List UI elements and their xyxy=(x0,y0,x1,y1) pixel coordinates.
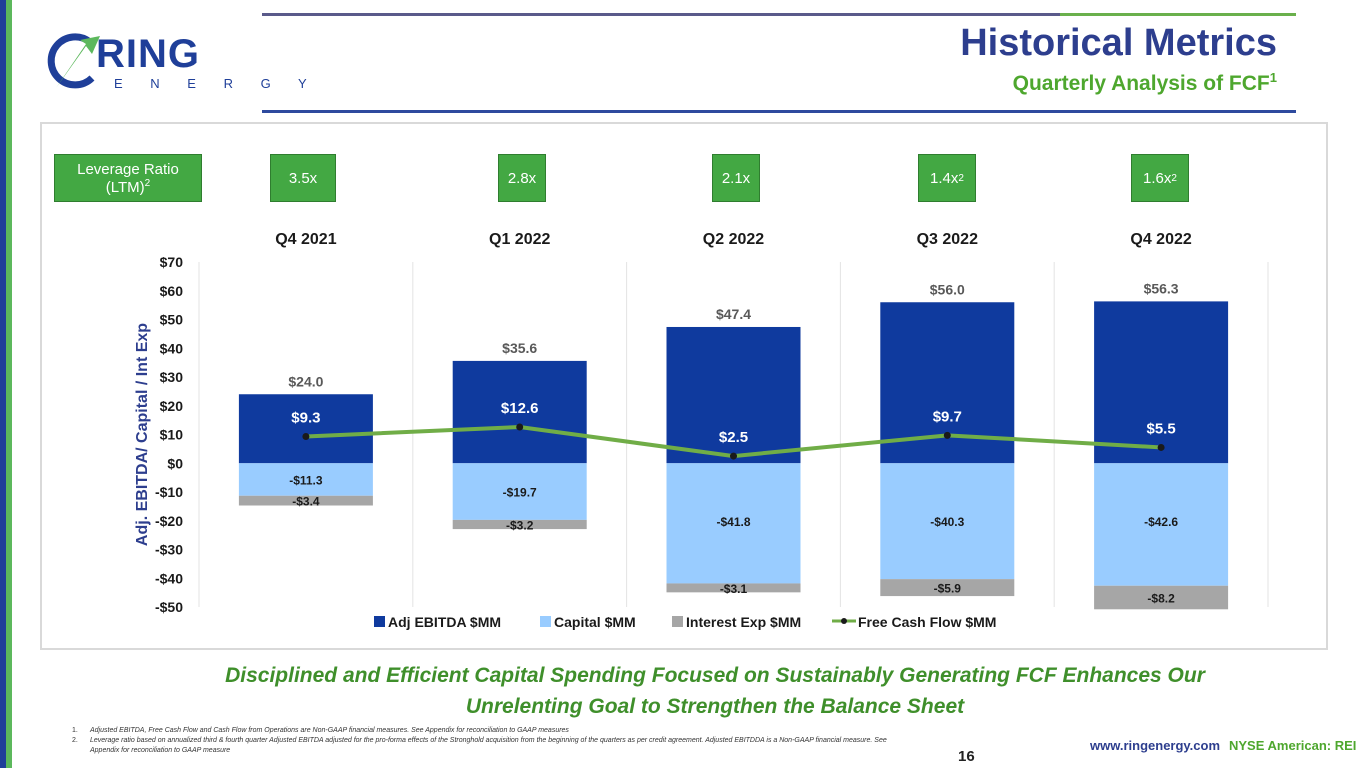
data-label-capital: -$42.6 xyxy=(1144,515,1178,529)
data-label-adj-ebitda: $47.4 xyxy=(716,306,751,322)
leverage-value-q4-2021: 3.5x xyxy=(270,154,336,202)
category-label: Q1 2022 xyxy=(489,231,550,248)
bar-capital xyxy=(666,463,801,584)
y-tick-label: $0 xyxy=(167,455,183,471)
data-label-capital: -$11.3 xyxy=(289,473,323,487)
bar-interest-exp xyxy=(452,519,587,530)
data-label-capital: -$41.8 xyxy=(716,515,750,529)
data-label-capital: -$19.7 xyxy=(503,485,537,499)
leverage-value-q1-2022: 2.8x xyxy=(498,154,546,202)
footnote-2: 2. Leverage ratio based on annualized thi… xyxy=(72,737,887,754)
bar-adj-ebitda xyxy=(452,360,587,464)
fcf-stacked-bar-chart: $70 $60 $50 $40 $30 $20 $10 $0 -$10 -$20 -$30 -$40 -… xyxy=(134,231,1269,630)
data-label-adj-ebitda: $56.0 xyxy=(930,281,965,297)
bar-interest-exp xyxy=(880,579,1015,597)
bar-capital xyxy=(238,463,373,496)
legend-label: Adj EBITDA $MM xyxy=(388,614,501,630)
y-tick-label: -$40 xyxy=(155,570,183,586)
point-free-cash-flow xyxy=(1157,443,1165,451)
website-link[interactable]: www.ringenergy.com xyxy=(1090,738,1221,753)
category-label: Q4 2022 xyxy=(1130,231,1191,248)
category-label: Q4 2021 xyxy=(275,231,336,248)
point-free-cash-flow xyxy=(943,431,951,439)
legend-label: Interest Exp $MM xyxy=(686,614,801,630)
legend-label: Capital $MM xyxy=(554,614,636,630)
category-label: Q2 2022 xyxy=(703,231,764,248)
y-tick-label: $20 xyxy=(160,398,184,414)
data-label-adj-ebitda: $24.0 xyxy=(288,373,323,389)
bar-capital xyxy=(880,463,1015,580)
bar-interest-exp xyxy=(238,495,373,506)
leverage-ratio-label: Leverage Ratio (LTM)2 xyxy=(54,154,202,202)
legend-swatch xyxy=(540,616,551,627)
y-tick-label: -$20 xyxy=(155,513,183,529)
page-subtitle: Quarterly Analysis of FCF1 xyxy=(1012,70,1277,95)
y-tick-label: $10 xyxy=(160,427,184,443)
bar-adj-ebitda xyxy=(238,394,373,464)
legend-swatch xyxy=(672,616,683,627)
y-tick-label: $50 xyxy=(160,312,184,328)
data-label-interest-exp: -$3.1 xyxy=(720,582,748,596)
footnotes: 1. Adjusted EBITDA, Free Cash Flow and Ca… xyxy=(72,726,892,756)
y-tick-label: $40 xyxy=(160,340,184,356)
category-label: Q3 2022 xyxy=(917,231,978,248)
bar-adj-ebitda xyxy=(666,326,801,464)
y-axis-label: Adj. EBITDA/ Capital / Int Exp xyxy=(134,323,151,546)
key-message: Disciplined and Efficient Capital Spendi… xyxy=(225,664,1205,718)
leverage-value-q3-2022: 1.4x 2 xyxy=(918,154,976,202)
bar-adj-ebitda xyxy=(1094,301,1229,464)
data-label-free-cash-flow: $9.3 xyxy=(291,410,320,427)
data-label-free-cash-flow: $12.6 xyxy=(501,400,539,417)
y-tick-label: -$30 xyxy=(155,542,183,558)
data-label-interest-exp: -$3.2 xyxy=(506,518,534,532)
bar-capital xyxy=(1094,463,1229,586)
y-tick-label: $60 xyxy=(160,283,184,299)
bar-capital xyxy=(452,463,587,520)
leverage-value-q2-2022: 2.1x xyxy=(712,154,760,202)
footnote-1: 1. Adjusted EBITDA, Free Cash Flow and Ca… xyxy=(72,727,569,734)
bar-interest-exp xyxy=(666,583,801,593)
point-free-cash-flow xyxy=(516,423,524,431)
exchange-ticker: NYSE American: REI xyxy=(1229,738,1357,753)
header-rule-top xyxy=(262,13,1296,16)
data-label-adj-ebitda: $56.3 xyxy=(1144,280,1179,296)
left-accent-bar-green xyxy=(6,0,12,768)
header-rule-top-green xyxy=(1060,13,1296,16)
left-accent-bar-blue xyxy=(0,0,6,768)
logo-wordmark: RING xyxy=(96,32,200,76)
legend-swatch xyxy=(374,616,385,627)
data-label-adj-ebitda: $35.6 xyxy=(502,340,537,356)
data-label-interest-exp: -$3.4 xyxy=(292,495,320,509)
bar-interest-exp xyxy=(1094,585,1229,610)
data-label-free-cash-flow: $2.5 xyxy=(719,429,748,446)
data-label-free-cash-flow: $5.5 xyxy=(1146,420,1175,437)
leverage-value-q4-2022: 1.6x 2 xyxy=(1131,154,1189,202)
y-tick-label: -$10 xyxy=(155,484,183,500)
legend-swatch-marker xyxy=(841,618,847,624)
data-label-free-cash-flow: $9.7 xyxy=(933,408,962,425)
y-tick-label: $70 xyxy=(160,254,184,270)
y-tick-label: $30 xyxy=(160,369,184,385)
legend-label: Free Cash Flow $MM xyxy=(858,614,996,630)
y-tick-label: -$50 xyxy=(155,599,183,615)
page-number: 16 xyxy=(958,748,975,765)
point-free-cash-flow xyxy=(730,452,737,460)
page-title: Historical Metrics xyxy=(960,22,1277,64)
logo-tagline: E N E R G Y xyxy=(114,76,319,91)
header-rule-bottom xyxy=(262,110,1296,113)
ring-energy-logo-icon xyxy=(47,33,100,89)
data-label-capital: -$40.3 xyxy=(930,515,964,529)
data-label-interest-exp: -$5.9 xyxy=(934,582,962,596)
data-label-interest-exp: -$8.2 xyxy=(1147,592,1175,606)
point-free-cash-flow xyxy=(302,433,310,441)
